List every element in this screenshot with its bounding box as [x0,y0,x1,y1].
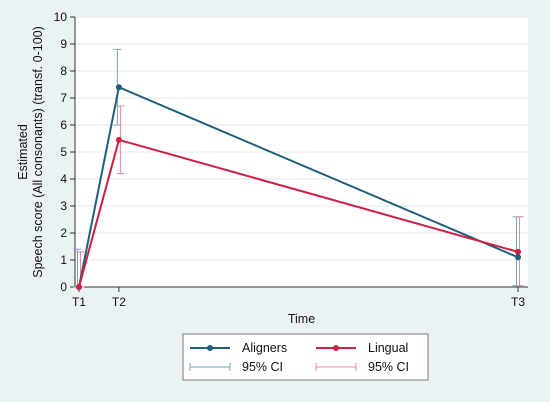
x-axis-ticks: T1 T2 T3 [72,287,525,309]
grid-lines [75,16,528,288]
y-tick-label-10: 10 [54,10,68,24]
y-tick-label-3: 3 [60,199,67,213]
legend-marker-aligners [207,345,213,351]
y-axis-title-line1: Estimated [16,124,30,180]
x-axis-title: Time [288,312,315,326]
y-tick-label-0: 0 [60,280,67,294]
legend-items: Aligners 95% CI Lingual 95% CI [189,341,409,374]
x-tick-label-T3: T3 [511,295,525,309]
y-tick-label-2: 2 [60,226,67,240]
legend-label-lingual: Lingual [368,341,408,355]
y-axis-ticks: 0 1 2 3 4 5 6 7 8 9 10 [54,10,75,294]
legend-label-aligners: Aligners [242,341,287,355]
y-axis-title-line2: Speech score (All consonants) (transf. 0… [31,26,45,278]
legend-box [182,333,429,381]
y-tick-label-4: 4 [60,172,67,186]
legend-ci-label-aligners: 95% CI [242,360,283,374]
x-tick-label-T2: T2 [112,295,126,309]
legend-marker-lingual [333,345,339,351]
series-lines [75,84,522,290]
data-point-aligners-T3 [515,254,522,261]
y-tick-label-5: 5 [60,145,67,159]
data-point-aligners-T2 [115,84,122,91]
legend: Aligners 95% CI Lingual 95% CI [182,333,429,381]
y-tick-label-8: 8 [60,64,67,78]
data-point-lingual-T2 [115,136,122,143]
y-tick-label-7: 7 [60,91,67,105]
data-point-lingual-T3 [515,248,522,255]
y-tick-label-6: 6 [60,118,67,132]
data-point-lingual-T1 [75,284,82,290]
y-tick-label-9: 9 [60,37,67,51]
y-tick-label-1: 1 [60,253,67,267]
x-tick-label-T1: T1 [72,295,86,309]
legend-ci-label-lingual: 95% CI [368,360,409,374]
